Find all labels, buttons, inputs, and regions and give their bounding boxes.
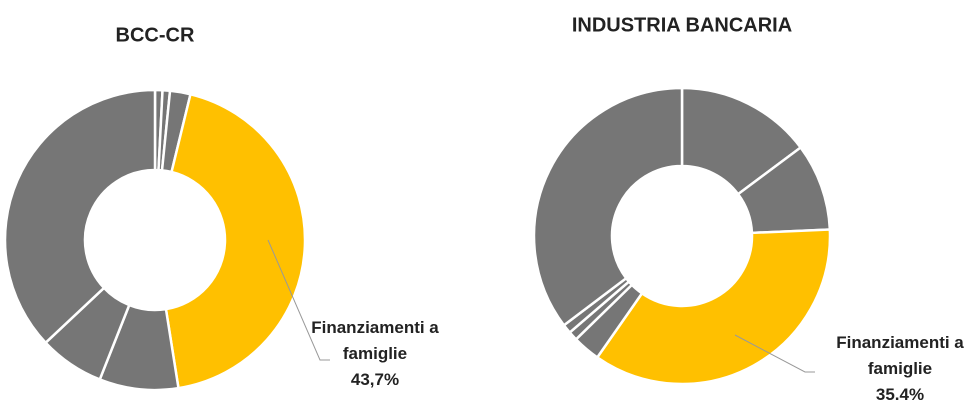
slice-value-label: 43,7% bbox=[350, 370, 400, 389]
slice-label: Finanziamenti a famiglie bbox=[836, 333, 964, 378]
donut-slice bbox=[595, 228, 832, 386]
leader-line bbox=[734, 334, 815, 373]
donut-slice bbox=[3, 88, 157, 345]
chart-title: INDUSTRIA BANCARIA bbox=[572, 14, 792, 36]
slice-label: Finanziamenti a famiglie bbox=[311, 318, 439, 363]
chart-title: BCC-CR bbox=[116, 24, 195, 46]
donut-slice bbox=[164, 92, 307, 390]
slice-value-label: 35.4% bbox=[875, 385, 925, 404]
donut-slice bbox=[532, 86, 684, 327]
leader-line bbox=[267, 239, 330, 361]
